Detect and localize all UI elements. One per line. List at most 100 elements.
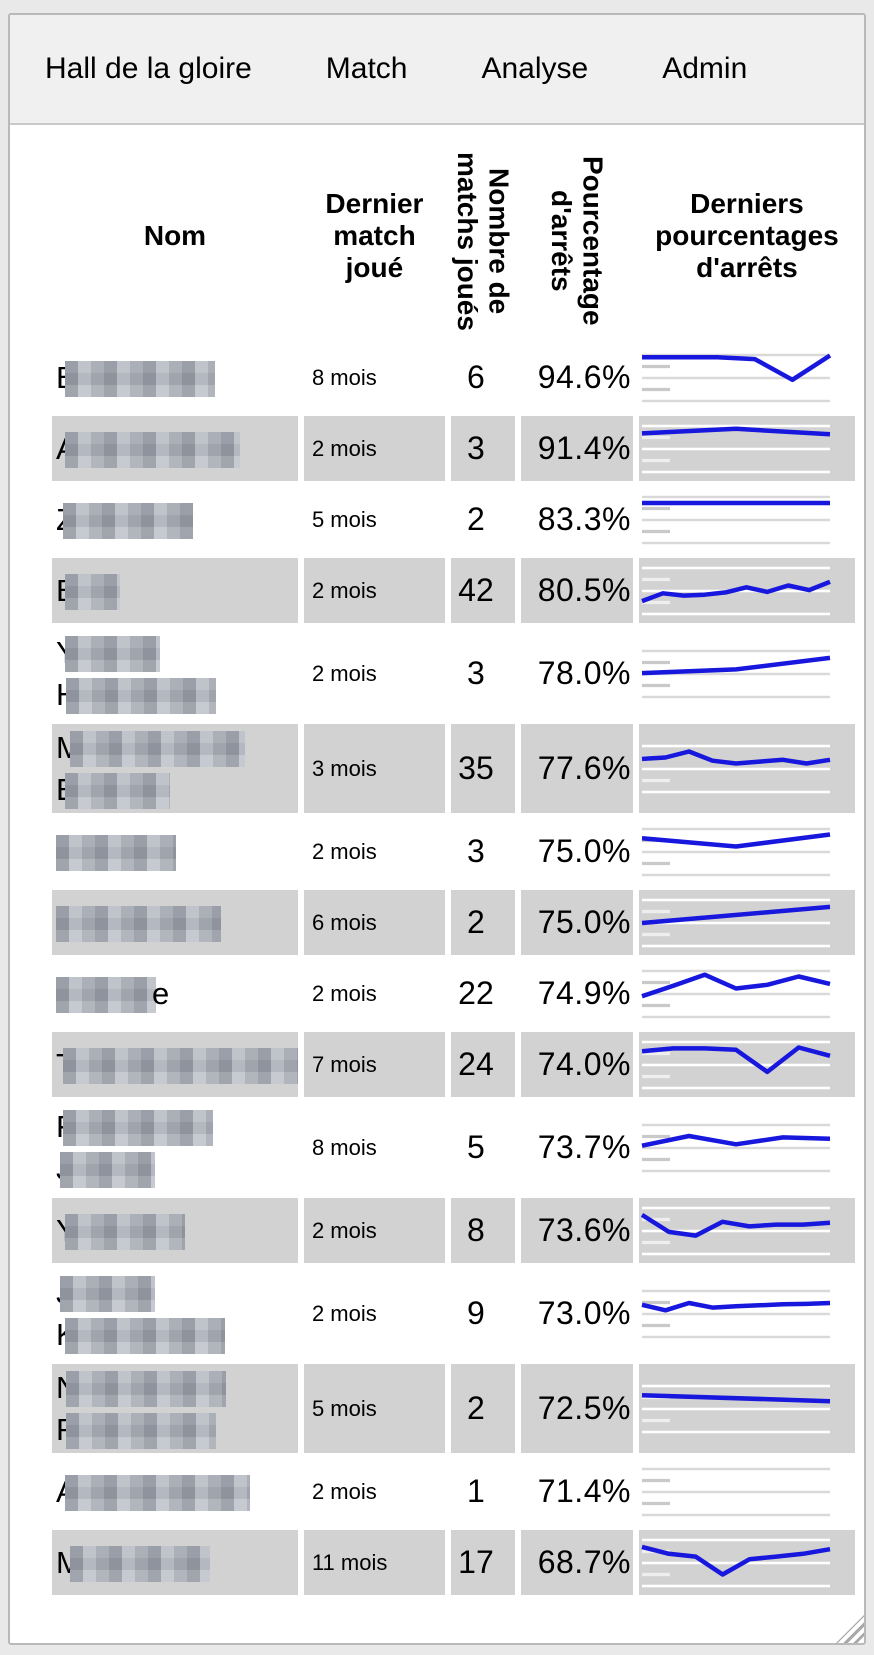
resize-grip-icon[interactable] bbox=[836, 1615, 864, 1643]
nav-item-admin[interactable]: Admin bbox=[662, 52, 748, 85]
redacted-player-name: NR bbox=[56, 1367, 298, 1451]
last-match-cell: 3 mois bbox=[303, 724, 445, 813]
redacted-player-name: M bbox=[56, 1542, 298, 1584]
last-match-cell: 11 mois bbox=[303, 1530, 445, 1595]
table-row: 2 mois 3 75.0% bbox=[52, 819, 855, 884]
sparkline-chart bbox=[641, 649, 831, 698]
last-match-value: 2 mois bbox=[311, 1217, 377, 1243]
matches-count-value: 6 bbox=[467, 359, 485, 395]
redacted-player-name bbox=[56, 831, 298, 873]
table-row: Y 2 mois 8 73.6% bbox=[52, 1198, 855, 1263]
last-match-value: 2 mois bbox=[311, 980, 377, 1006]
save-pct-value: 78.0% bbox=[537, 655, 631, 691]
matches-count-value: 9 bbox=[467, 1295, 485, 1331]
redacted-player-name: ME bbox=[56, 727, 298, 811]
last-match-value: 7 mois bbox=[311, 1051, 377, 1077]
save-pct-value: 74.9% bbox=[537, 975, 631, 1011]
column-header-last-match: Dernier match joué bbox=[325, 188, 424, 283]
rotated-header-text: Pourcentage d'arrêts bbox=[545, 156, 609, 326]
sparkline-cell bbox=[639, 961, 855, 1026]
matches-count-cell: 2 bbox=[450, 890, 515, 955]
redacted-player-name bbox=[56, 902, 298, 944]
save-pct-cell: 73.6% bbox=[520, 1198, 633, 1263]
nav-item-hall-de-la-gloire[interactable]: Hall de la gloire bbox=[45, 52, 252, 85]
sparkline-chart bbox=[641, 1384, 831, 1433]
matches-count-value: 2 bbox=[467, 1390, 485, 1426]
table-row: B 2 mois 42 80.5% bbox=[52, 558, 855, 623]
save-pct-value: 77.6% bbox=[537, 750, 631, 786]
table-row: ME 3 mois 35 77.6% bbox=[52, 724, 855, 813]
sparkline-cell bbox=[638, 1364, 855, 1453]
last-match-value: 2 mois bbox=[311, 660, 377, 686]
sparkline-cell bbox=[639, 819, 855, 884]
redacted-player-name: B bbox=[56, 357, 298, 399]
matches-count-value: 8 bbox=[467, 1212, 485, 1248]
player-name-cell: B bbox=[52, 345, 298, 410]
save-pct-value: 68.7% bbox=[537, 1544, 631, 1580]
app-window: Hall de la gloire Match Analyse Admin No… bbox=[8, 13, 866, 1645]
save-pct-cell: 80.5% bbox=[520, 558, 633, 623]
player-name-cell bbox=[52, 819, 298, 884]
nav-item-analyse[interactable]: Analyse bbox=[481, 52, 589, 85]
last-match-cell: 2 mois bbox=[303, 1198, 445, 1263]
save-pct-cell: 72.5% bbox=[520, 1364, 633, 1453]
sparkline-chart bbox=[641, 495, 830, 544]
sparkline-cell bbox=[639, 1103, 855, 1192]
redacted-player-name: T bbox=[56, 1044, 298, 1086]
table-row: A 2 mois 1 71.4% bbox=[52, 1459, 855, 1524]
matches-count-value: 5 bbox=[467, 1129, 485, 1165]
matches-count-cell: 5 bbox=[451, 1103, 515, 1192]
last-match-cell: 8 mois bbox=[304, 1103, 445, 1192]
table-row: Z 5 mois 2 83.3% bbox=[52, 487, 855, 552]
player-name-cell: YH bbox=[52, 629, 298, 718]
matches-count-cell: 3 bbox=[451, 629, 515, 718]
player-name-cell: Z bbox=[52, 487, 298, 552]
player-name-cell: B bbox=[52, 558, 298, 623]
nav-item-match[interactable]: Match bbox=[325, 52, 408, 85]
table-row: B 8 mois 6 94.6% bbox=[52, 345, 855, 410]
redacted-player-name: A bbox=[56, 1471, 298, 1513]
sparkline-cell bbox=[639, 487, 855, 552]
table-row: JK 2 mois 9 73.0% bbox=[52, 1269, 855, 1358]
player-name-cell bbox=[52, 890, 298, 955]
sparkline-chart bbox=[641, 1538, 831, 1587]
save-pct-value: 83.3% bbox=[537, 501, 631, 537]
save-pct-cell: 91.4% bbox=[520, 416, 633, 481]
save-pct-cell: 74.9% bbox=[521, 961, 633, 1026]
matches-count-cell: 9 bbox=[451, 1269, 515, 1358]
save-pct-cell: 77.6% bbox=[520, 724, 633, 813]
save-pct-value: 73.0% bbox=[537, 1295, 631, 1331]
matches-count-value: 22 bbox=[458, 975, 494, 1011]
redacted-player-name: JK bbox=[56, 1272, 298, 1356]
player-name-cell: T bbox=[52, 1032, 298, 1097]
matches-count-value: 3 bbox=[467, 833, 485, 869]
sparkline-chart bbox=[641, 1123, 831, 1172]
table-header-row: Nom Dernier match joué Nombre de matchs … bbox=[52, 133, 855, 339]
last-match-value: 2 mois bbox=[311, 1300, 377, 1326]
last-match-cell: 5 mois bbox=[303, 1364, 445, 1453]
sparkline-chart bbox=[641, 424, 831, 473]
sparkline-cell bbox=[639, 1459, 855, 1524]
save-pct-cell: 71.4% bbox=[521, 1459, 633, 1524]
matches-count-value: 35 bbox=[458, 750, 494, 786]
sparkline-cell bbox=[638, 558, 855, 623]
matches-count-cell: 22 bbox=[451, 961, 515, 1026]
last-match-value: 8 mois bbox=[311, 1134, 377, 1160]
sparkline-chart bbox=[641, 1467, 830, 1516]
player-name-cell: Y bbox=[52, 1198, 298, 1263]
matches-count-cell: 2 bbox=[451, 487, 515, 552]
matches-count-cell: 2 bbox=[450, 1364, 515, 1453]
last-match-cell: 2 mois bbox=[304, 961, 445, 1026]
matches-count-cell: 17 bbox=[450, 1530, 515, 1595]
last-match-value: 11 mois bbox=[311, 1549, 388, 1575]
matches-count-cell: 6 bbox=[451, 345, 515, 410]
save-pct-value: 94.6% bbox=[537, 359, 631, 395]
last-match-cell: 2 mois bbox=[303, 558, 445, 623]
sparkline-cell bbox=[638, 1198, 855, 1263]
redacted-player-name: FJ bbox=[56, 1106, 298, 1190]
save-pct-cell: 73.7% bbox=[521, 1103, 633, 1192]
save-pct-value: 73.7% bbox=[537, 1129, 631, 1165]
last-match-value: 2 mois bbox=[311, 838, 377, 864]
matches-count-cell: 8 bbox=[450, 1198, 515, 1263]
redacted-player-name: Z bbox=[56, 499, 298, 541]
